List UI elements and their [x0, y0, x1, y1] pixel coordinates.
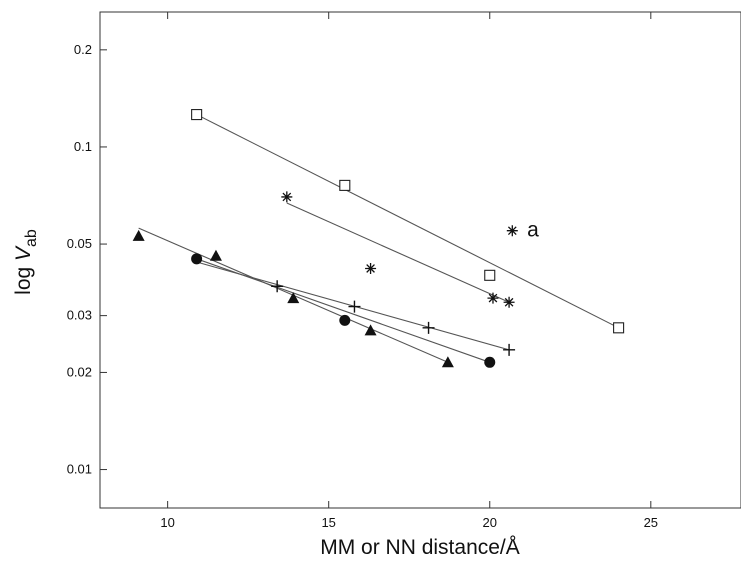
data-point-open-square — [339, 179, 351, 191]
data-point-asterisk — [365, 262, 377, 274]
data-point-asterisk — [487, 292, 499, 304]
y-tick-label: 0.03 — [67, 308, 92, 323]
y-axis-title-prefix: log — [12, 261, 35, 295]
y-tick-label: 0.05 — [67, 236, 92, 251]
y-axis-title: log Vab — [12, 229, 40, 295]
data-point-asterisk — [503, 296, 515, 308]
data-point-filled-circle — [191, 253, 203, 265]
annotation-a: a — [527, 219, 539, 242]
data-point-plus — [271, 280, 284, 293]
data-point-plus — [348, 300, 361, 313]
x-tick-label: 10 — [160, 515, 174, 530]
y-axis-title-sub: ab — [23, 229, 40, 247]
data-point-plus — [503, 343, 516, 356]
x-tick-label: 15 — [321, 515, 335, 530]
fit-lines — [138, 114, 619, 363]
y-tick-label: 0.1 — [74, 139, 92, 154]
data-point-filled-triangle — [209, 249, 222, 261]
y-tick-label: 0.2 — [74, 42, 92, 57]
data-point-plus — [422, 321, 435, 334]
plot-frame — [99, 11, 741, 509]
axis-ticks — [100, 12, 652, 508]
x-tick-label: 25 — [644, 515, 658, 530]
fit-line-asterisk — [286, 202, 510, 303]
data-point-filled-triangle — [364, 324, 377, 336]
tick-labels: 10 15 20 25 0.01 0.02 0.03 0.05 0.1 0.2 — [67, 42, 658, 530]
data-point-filled-triangle — [287, 292, 300, 304]
data-points — [132, 109, 625, 368]
y-axis-title-var: V — [12, 245, 35, 261]
data-point-asterisk — [506, 225, 518, 237]
data-point-asterisk — [281, 191, 293, 203]
data-point-open-square — [613, 322, 625, 334]
data-point-open-square — [484, 269, 496, 281]
x-tick-label: 20 — [483, 515, 497, 530]
data-point-filled-circle — [484, 356, 496, 368]
data-point-open-square — [191, 109, 203, 121]
y-tick-label: 0.02 — [67, 364, 92, 379]
data-point-filled-triangle — [441, 356, 454, 368]
x-axis-title: MM or NN distance/Å — [320, 536, 520, 559]
y-tick-label: 0.01 — [67, 462, 92, 477]
data-point-filled-circle — [339, 314, 351, 326]
fit-line-open-square — [196, 114, 619, 329]
data-point-filled-triangle — [132, 229, 145, 241]
